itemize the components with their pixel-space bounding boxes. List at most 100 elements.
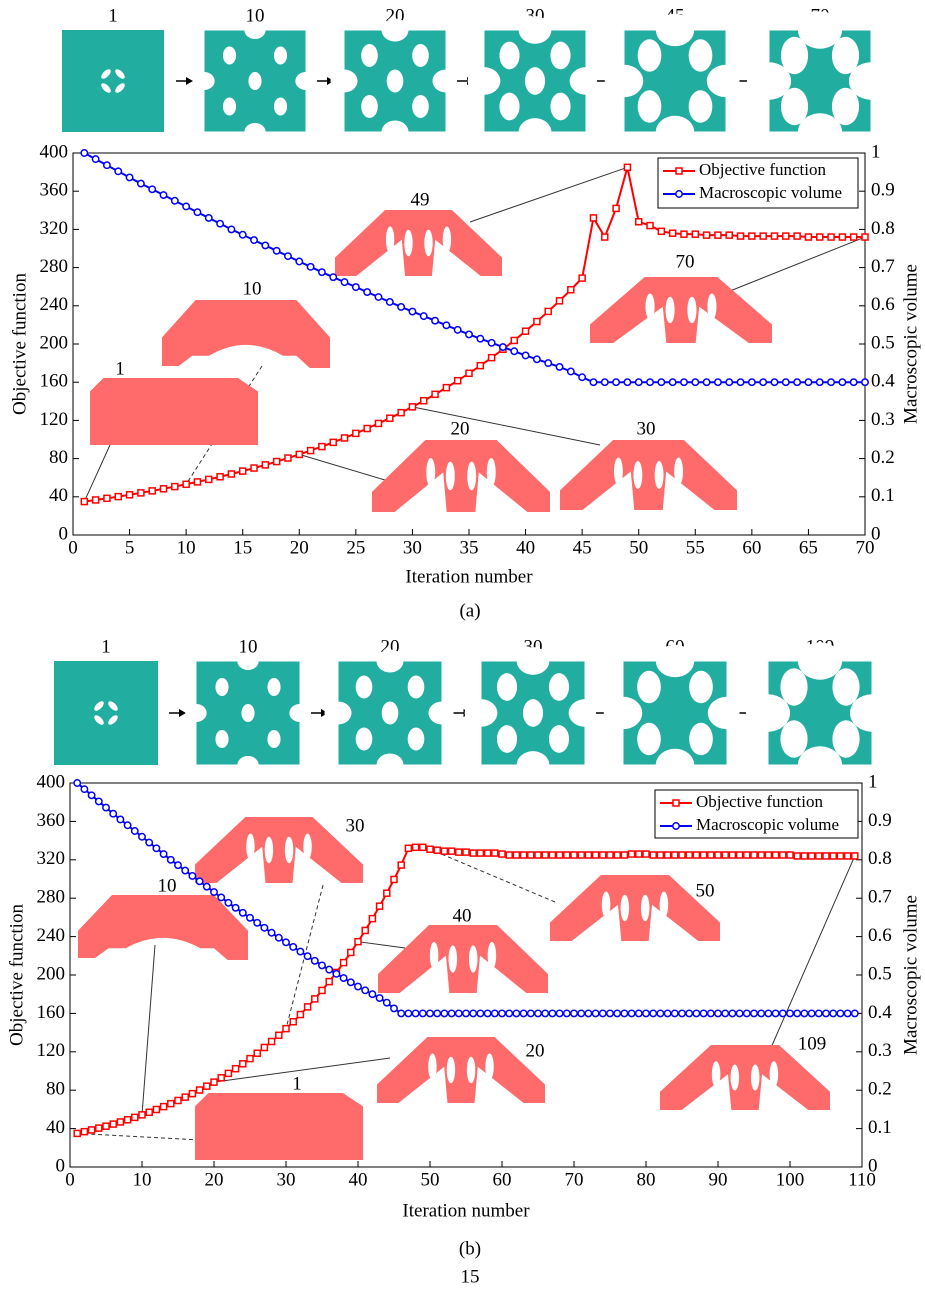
point-marker [318, 442, 326, 451]
point-marker [532, 355, 541, 364]
inset-hole [442, 226, 452, 253]
y-tick-label: 80 [49, 447, 68, 468]
point-marker [570, 1009, 578, 1018]
point-marker [289, 943, 298, 951]
point-marker [260, 1043, 269, 1052]
point-marker [167, 1099, 175, 1108]
inset-hole [750, 1064, 760, 1091]
point-marker [462, 848, 470, 856]
point-marker [544, 359, 553, 368]
thumbnail-hole [241, 703, 255, 723]
x-tick-label: 30 [403, 537, 422, 558]
point-marker [195, 877, 204, 886]
point-marker [368, 990, 377, 999]
point-marker [663, 851, 672, 859]
thumbnail-hole [267, 729, 281, 749]
y2-tick-label: 0.6 [871, 294, 895, 315]
y2-tick-label: 0.7 [868, 887, 892, 908]
point-marker [431, 390, 439, 399]
point-marker [601, 233, 609, 241]
point-marker [764, 851, 773, 859]
point-marker [354, 982, 362, 991]
point-marker [548, 851, 557, 859]
point-marker [827, 233, 835, 241]
inset-hole [633, 461, 643, 489]
point-marker [702, 231, 711, 239]
point-marker [382, 998, 391, 1007]
x-tick-label: 20 [290, 537, 309, 558]
thumbnail-hole [412, 44, 429, 67]
stage-label: 1 [108, 5, 118, 26]
point-marker [591, 851, 600, 859]
leader-line [469, 166, 628, 223]
thumbnail-frame [767, 660, 873, 766]
thumbnail-frame [480, 660, 586, 766]
thumbnail-hole [407, 675, 425, 699]
point-marker [642, 850, 650, 858]
point-marker [678, 1009, 686, 1018]
y2-tick-label: 0.8 [871, 218, 895, 239]
point-marker [786, 1009, 794, 1018]
point-marker [736, 378, 745, 387]
point-marker [383, 889, 391, 897]
point-marker [250, 236, 258, 245]
point-marker [114, 492, 123, 501]
point-marker [351, 283, 360, 292]
point-marker [598, 1009, 607, 1018]
point-marker [408, 403, 417, 411]
inset-hole [246, 833, 255, 860]
y-tick-label: 0 [56, 1155, 66, 1176]
point-marker [447, 1009, 456, 1018]
inset-topology [377, 1037, 545, 1103]
point-marker [490, 1009, 499, 1018]
point-marker [80, 497, 89, 506]
y2-tick-label: 0.4 [868, 1002, 892, 1023]
point-marker [836, 1009, 845, 1018]
point-marker [148, 185, 157, 194]
point-marker [454, 1009, 463, 1018]
point-marker [838, 233, 847, 241]
legend-box [654, 789, 859, 839]
point-marker [137, 489, 145, 497]
point-marker [620, 1009, 629, 1018]
thumbnail-frame [203, 29, 307, 133]
y2-tick-label: 0.7 [871, 256, 895, 277]
point-marker [822, 852, 830, 860]
leader-line [412, 406, 601, 446]
point-marker [193, 208, 202, 217]
caption: (a) [459, 600, 480, 621]
thumbnail-hole [499, 41, 520, 70]
point-marker [770, 232, 779, 240]
point-marker [759, 378, 768, 387]
point-marker [116, 815, 125, 824]
point-marker [800, 1009, 809, 1018]
thumbnail-hole [94, 701, 104, 711]
point-marker [205, 475, 213, 484]
y-tick-label: 320 [40, 218, 69, 239]
inset-hole [424, 229, 433, 257]
point-marker [267, 1037, 276, 1046]
point-marker [736, 232, 745, 240]
point-marker [519, 851, 528, 859]
point-marker [804, 378, 813, 387]
point-marker [238, 230, 247, 239]
thumbnail-hole [548, 673, 570, 701]
point-marker [521, 351, 530, 360]
thumbnail-frame [768, 29, 872, 133]
y2-axis-label: Macroscopic volume [900, 264, 921, 424]
point-marker [505, 851, 513, 859]
point-marker [418, 1009, 427, 1018]
point-marker [589, 378, 598, 387]
point-marker [781, 378, 790, 387]
point-marker [589, 214, 598, 222]
y-tick-label: 160 [37, 1002, 66, 1023]
point-marker [390, 875, 398, 884]
point-marker [340, 278, 349, 287]
point-marker [606, 851, 614, 859]
point-marker [541, 1009, 550, 1018]
point-marker [374, 293, 383, 301]
point-marker [361, 986, 370, 995]
thumbnail-hole [637, 39, 662, 72]
point-marker [623, 163, 632, 172]
point-marker [548, 1009, 557, 1018]
